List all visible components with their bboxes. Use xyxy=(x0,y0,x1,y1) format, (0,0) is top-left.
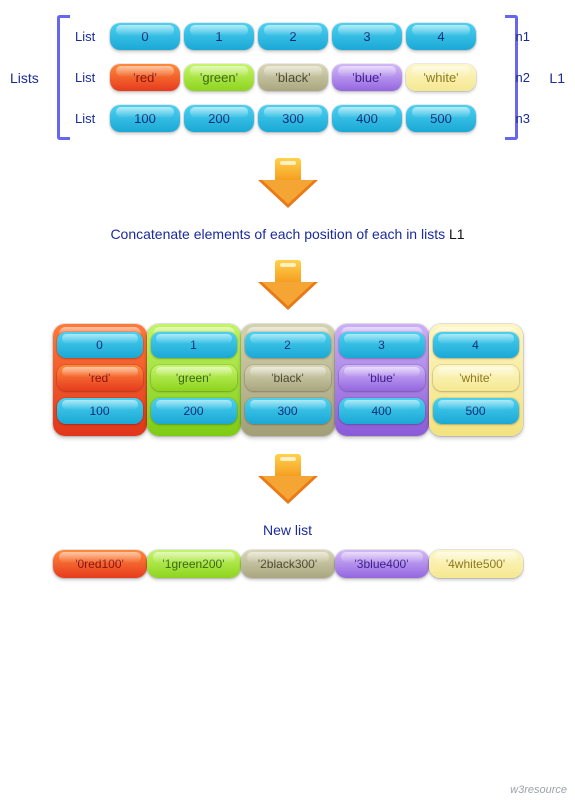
row2-cell: 'blue' xyxy=(332,64,402,91)
grouped-cell: 200 xyxy=(151,398,237,424)
final-cell: '0red100' xyxy=(53,550,147,578)
newlist-text: New list xyxy=(263,522,312,538)
final-row: '0red100''1green200''2black300''3blue400… xyxy=(53,550,523,578)
l1-label: L1 xyxy=(549,70,565,86)
row1-cell: 4 xyxy=(406,23,476,50)
caption-newlist: New list xyxy=(263,522,312,538)
row3-cell: 500 xyxy=(406,105,476,132)
grouped-cell: 'green' xyxy=(151,365,237,391)
grouped-cell: 2 xyxy=(245,332,331,358)
final-cell: '1green200' xyxy=(147,550,241,578)
row1-cell: 2 xyxy=(258,23,328,50)
row2-cell: 'black' xyxy=(258,64,328,91)
watermark: w3resource xyxy=(510,784,567,796)
grouped-cell: 300 xyxy=(245,398,331,424)
list-label: List xyxy=(75,29,105,44)
grouped-cell: 500 xyxy=(433,398,519,424)
diagram-container: Lists L1 List 01234 n1 List 'red''green'… xyxy=(15,15,560,578)
list-row-3: List 100200300400500 n3 xyxy=(75,105,500,132)
caption-text-blue: Concatenate elements of each position of… xyxy=(110,226,445,242)
grouped-cell: 1 xyxy=(151,332,237,358)
row3-cell: 300 xyxy=(258,105,328,132)
final-cell: '3blue400' xyxy=(335,550,429,578)
row1-suffix: n1 xyxy=(516,29,530,44)
list-label: List xyxy=(75,111,105,126)
grouped-column: 1 'green' 200 xyxy=(147,324,241,436)
grouped-cell: 'blue' xyxy=(339,365,425,391)
grouped-column: 3 'blue' 400 xyxy=(335,324,429,436)
row3-cell: 100 xyxy=(110,105,180,132)
row1-cell: 0 xyxy=(110,23,180,50)
rows-wrapper: List 01234 n1 List 'red''green''black''b… xyxy=(75,15,500,140)
list-row-1: List 01234 n1 xyxy=(75,23,500,50)
grouped-cell: 'black' xyxy=(245,365,331,391)
row3-cell: 400 xyxy=(332,105,402,132)
list-label: List xyxy=(75,70,105,85)
final-cell: '2black300' xyxy=(241,550,335,578)
final-cell: '4white500' xyxy=(429,550,523,578)
row2-cell: 'red' xyxy=(110,64,180,91)
grouped-cell: 3 xyxy=(339,332,425,358)
list-row-2: List 'red''green''black''blue''white' n2 xyxy=(75,64,500,91)
grouped-cell: 0 xyxy=(57,332,143,358)
arrow-icon xyxy=(258,158,318,208)
grouped-column: 0 'red' 100 xyxy=(53,324,147,436)
grouped-cell: 100 xyxy=(57,398,143,424)
row3-suffix: n3 xyxy=(516,111,530,126)
grouped-column: 2 'black' 300 xyxy=(241,324,335,436)
row1-cell: 3 xyxy=(332,23,402,50)
grouped-cell: 'red' xyxy=(57,365,143,391)
caption-concat: Concatenate elements of each position of… xyxy=(110,226,464,242)
arrow-icon xyxy=(258,454,318,504)
grouped-cell: 400 xyxy=(339,398,425,424)
row2-cell: 'green' xyxy=(184,64,254,91)
lists-label: Lists xyxy=(10,70,39,86)
row1-cell: 1 xyxy=(184,23,254,50)
grouped-columns: 0'red'1001'green'2002'black'3003'blue'40… xyxy=(53,324,523,436)
row2-cell: 'white' xyxy=(406,64,476,91)
arrow-icon xyxy=(258,260,318,310)
grouped-cell: 'white' xyxy=(433,365,519,391)
row2-suffix: n2 xyxy=(516,70,530,85)
bracket-left xyxy=(57,15,70,140)
grouped-column: 4 'white' 500 xyxy=(429,324,523,436)
row3-cell: 200 xyxy=(184,105,254,132)
top-lists-section: Lists L1 List 01234 n1 List 'red''green'… xyxy=(15,15,560,140)
caption-text-black: L1 xyxy=(449,226,465,242)
grouped-cell: 4 xyxy=(433,332,519,358)
